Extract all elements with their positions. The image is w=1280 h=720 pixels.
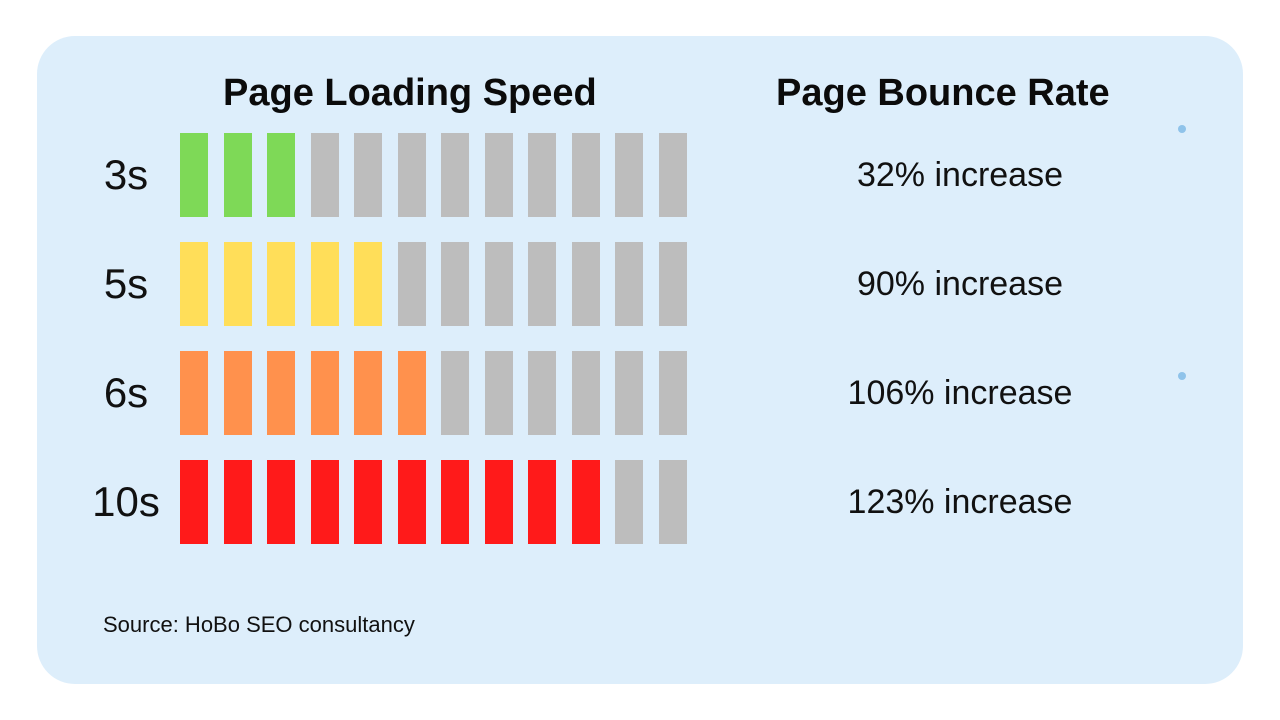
row-label: 3s [103,151,149,198]
bar-segment-empty [659,242,687,326]
bar-segment-filled [224,133,252,217]
bar-segment-empty [572,351,600,435]
bar-segment-empty [441,242,469,326]
bar-segment-filled [267,242,295,326]
bounce-rate-value: 106% increase [847,374,1073,412]
bar-segment-empty [398,133,426,217]
bar-segment-empty [311,133,339,217]
bar-segment-empty [485,242,513,326]
bounce-rate-value: 123% increase [847,483,1073,521]
decorative-dot-top [1178,125,1186,133]
bar-segment-filled [528,460,556,544]
bar-segment-empty [572,242,600,326]
bar-segment-filled [224,242,252,326]
bar-segment-filled [267,460,295,544]
page-loading-speed-title: Page Loading Speed [223,72,597,114]
bar-segment-empty [398,242,426,326]
bar-segment-empty [485,133,513,217]
bar-segment-filled [572,460,600,544]
bar-segment-filled [180,460,208,544]
page-bounce-rate-title: Page Bounce Rate [776,72,1110,114]
bar-segment-filled [311,351,339,435]
bar-segment-filled [180,351,208,435]
row-label: 10s [92,478,160,525]
bar-segment-empty [441,133,469,217]
bar-segment-empty [441,351,469,435]
bar-segment-filled [267,351,295,435]
bar-segment-empty [659,460,687,544]
bar-segment-filled [180,242,208,326]
bar-segment-empty [615,351,643,435]
bar-segment-filled [485,460,513,544]
bar-segment-filled [311,242,339,326]
bar-segment-filled [398,351,426,435]
bar-segment-filled [441,460,469,544]
bar-segment-empty [528,351,556,435]
row-label: 6s [103,369,149,416]
bar-segment-empty [659,133,687,217]
bar-segment-filled [398,460,426,544]
bar-segment-empty [615,242,643,326]
bar-segment-empty [659,351,687,435]
decorative-dot-bottom [1178,372,1186,380]
bar-segment-filled [224,351,252,435]
row-label: 5s [103,260,149,307]
bar-segment-empty [615,133,643,217]
bar-segment-filled [354,351,382,435]
bar-segment-filled [354,242,382,326]
bar-segment-empty [354,133,382,217]
bar-segment-filled [180,133,208,217]
bounce-rate-value: 90% increase [856,265,1063,303]
bar-segment-filled [311,460,339,544]
bar-segment-empty [572,133,600,217]
bar-segment-filled [267,133,295,217]
bar-segment-filled [354,460,382,544]
bar-segment-empty [528,242,556,326]
bar-segment-empty [485,351,513,435]
bar-segment-empty [528,133,556,217]
bar-segment-empty [615,460,643,544]
source-note: Source: HoBo SEO consultancy [103,612,415,637]
bounce-rate-value: 32% increase [856,156,1063,194]
bar-segment-filled [224,460,252,544]
